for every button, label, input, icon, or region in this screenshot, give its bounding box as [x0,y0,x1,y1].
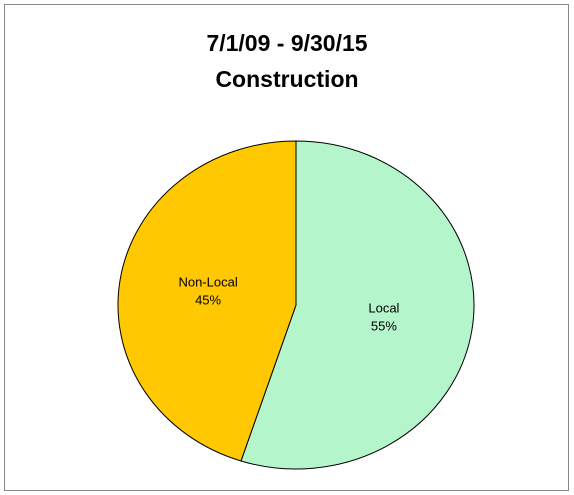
chart-subtitle: Construction [215,66,358,92]
chart-title: 7/1/09 - 9/30/15 [206,30,367,56]
slice-category-label: Local [368,300,399,315]
slice-category-label: Non-Local [178,275,237,290]
pie-slice [117,140,297,462]
pie-slice [240,140,475,470]
slice-value-label: 45% [195,293,221,308]
slice-value-label: 55% [371,318,397,333]
